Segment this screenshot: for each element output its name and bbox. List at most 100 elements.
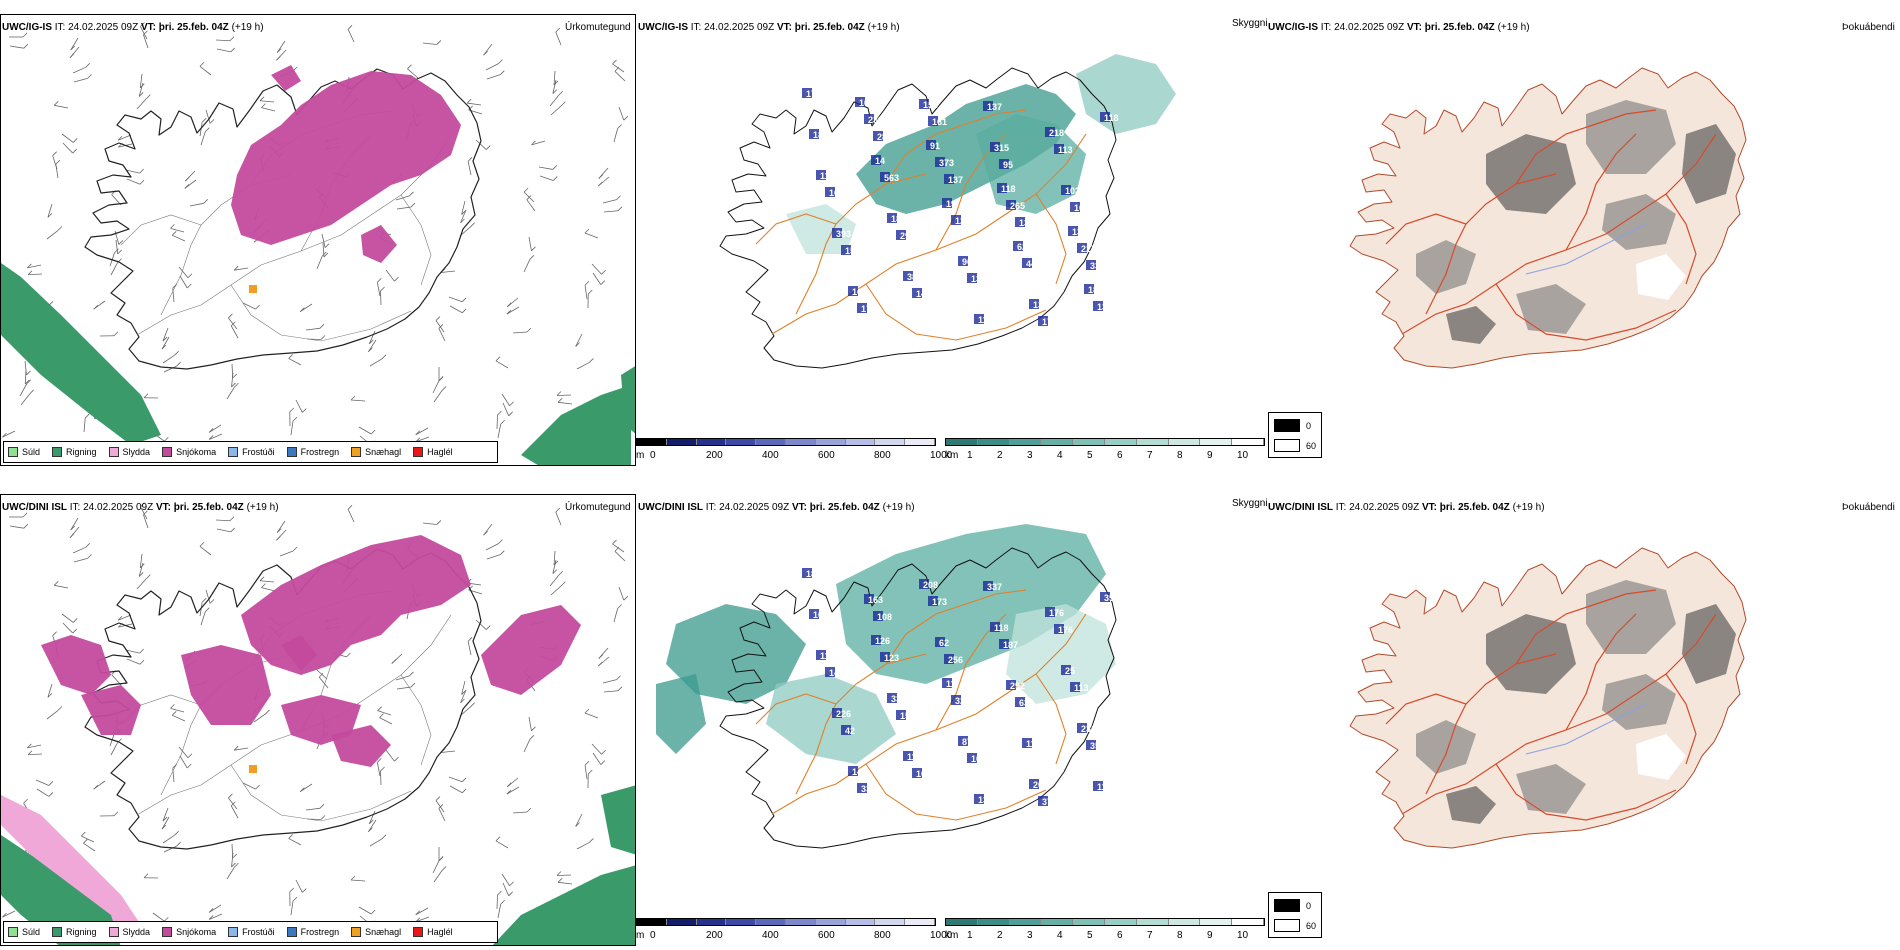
ceiling-tick: 1000 (930, 930, 953, 941)
visibility-tick: 9 (1207, 930, 1213, 941)
ceiling-label: 231 (1081, 724, 1096, 734)
ceiling-tick: 800 (874, 930, 891, 941)
title-fog-bottom: Þokuábendi (1842, 502, 1895, 513)
ceiling-tick: 600 (818, 450, 835, 461)
title-visibility-top: Skyggni (1232, 18, 1268, 29)
legend-item: Snæhagl (351, 927, 401, 937)
ceiling-label: 176 (1058, 625, 1073, 635)
precip-legend-bottom: Súld Rigning Slydda Snjókoma Frostúði Frostre… (3, 921, 498, 943)
legend-label: Haglél (427, 447, 453, 457)
visibility-tick: 2 (997, 930, 1003, 941)
ceiling-label: 137 (948, 175, 963, 185)
ceiling-label: 393 (836, 229, 851, 239)
header-bottom-right: UWC/DINI ISL IT: 24.02.2025 09Z VT: þri.… (1268, 502, 1545, 513)
ceiling-label: 138 (1072, 227, 1087, 237)
ceiling-label: 42 (845, 726, 855, 736)
ceiling-label: 292 (1010, 681, 1025, 691)
ceiling-label: 189 (813, 130, 828, 140)
ceiling-label: 208 (923, 580, 938, 590)
legend-item: Frostúði (228, 447, 275, 457)
ceiling-label: 163 (868, 595, 883, 605)
ceiling-label: 176 (861, 304, 876, 314)
ceiling-label: 265 (1010, 201, 1025, 211)
visibility-tick: 1 (967, 450, 973, 461)
ceiling-tick: 400 (762, 930, 779, 941)
fog-legend-bottom: 0 60 (1268, 892, 1322, 938)
ceiling-unit: m (636, 930, 645, 941)
legend-swatch (228, 447, 239, 457)
ceiling-label: 119 (820, 171, 835, 181)
ceiling-label: 372 (1042, 797, 1057, 807)
legend-swatch (228, 927, 239, 937)
ceiling-label: 293 (900, 231, 915, 241)
visibility-tick: 2 (997, 450, 1003, 461)
visibility-tick: 7 (1147, 930, 1153, 941)
legend-swatch (413, 927, 424, 937)
legend-swatch (162, 447, 173, 457)
ceiling-label: 373 (939, 158, 954, 168)
legend-swatch (286, 447, 297, 457)
ceiling-label: 186 (891, 214, 906, 224)
legend-label: Súld (22, 927, 41, 937)
ceiling-label: 10 (859, 98, 869, 108)
visibility-unit: km (945, 450, 959, 461)
ceiling-label: 218 (1049, 128, 1064, 138)
legend-label: Snæhagl (365, 927, 402, 937)
visibility-tick: 1 (967, 930, 973, 941)
visibility-tick: 3 (1027, 930, 1033, 941)
visibility-tick: 8 (1177, 450, 1183, 461)
header-bottom-left: UWC/DINI ISL IT: 24.02.2025 09Z VT: þri.… (2, 502, 279, 513)
ceiling-label: 446 (1026, 259, 1041, 269)
fog-white-swatch (1274, 919, 1300, 932)
legend-item: Rigning (52, 447, 97, 457)
precip-map-bottom (1, 502, 635, 945)
legend-swatch (8, 927, 18, 937)
legend-swatch (52, 927, 63, 937)
ceiling-colorbar-bottom: m 0 200 400 600 800 1000 (636, 918, 952, 942)
ceiling-label: 137 (987, 102, 1002, 112)
ceiling-label: 87 (962, 737, 972, 747)
visibility-tick: 6 (1117, 930, 1123, 941)
fog-map-bottom (1349, 547, 1747, 849)
fog-black-swatch (1274, 899, 1300, 912)
ceiling-label: 187 (1003, 640, 1018, 650)
ceiling-label: 315 (994, 143, 1009, 153)
ceiling-label: 633 (1019, 698, 1034, 708)
ceiling-label: 383 (907, 272, 922, 282)
visibility-colorbar-bottom: km 1 2 3 4 5 6 7 8 9 10 (945, 918, 1265, 942)
legend-item: Snæhagl (351, 447, 401, 457)
precip-type-panel-top: Súld Rigning Slydda Snjókoma Frostúði Frostre… (0, 14, 636, 466)
legend-label: Snjókoma (176, 447, 217, 457)
visibility-tick: 4 (1057, 450, 1063, 461)
ceiling-label: 351 (1090, 741, 1105, 751)
legend-item: Súld (8, 447, 40, 457)
ceiling-label: 146 (916, 289, 931, 299)
ceiling-label: 108 (877, 612, 892, 622)
ceiling-label: 145 (829, 668, 844, 678)
visibility-tick: 8 (1177, 930, 1183, 941)
ceiling-label: 186 (806, 569, 821, 579)
visibility-tick: 5 (1087, 450, 1093, 461)
ceiling-label: 157 (845, 246, 860, 256)
ceiling-label: 131 (1033, 300, 1048, 310)
ceiling-label: 173 (932, 597, 947, 607)
legend-swatch (413, 447, 424, 457)
ceiling-label: 130 (978, 795, 993, 805)
visibility-tick: 10 (1237, 930, 1249, 941)
ceiling-label: 39 (1104, 593, 1114, 603)
fog-white-swatch (1274, 439, 1300, 452)
ceiling-label: 62 (1017, 242, 1027, 252)
header-top-right: UWC/IG-IS IT: 24.02.2025 09Z VT: þri. 25… (1268, 22, 1530, 33)
precip-type-panel-bottom: Súld Rigning Slydda Snjókoma Frostúði Frostre… (0, 494, 636, 946)
ceiling-tick: 400 (762, 450, 779, 461)
title-visibility-bottom: Skyggni (1232, 498, 1268, 509)
visibility-map-bottom: 186 108 256 633 351 333 173 187 113 42 163 337 176 14… (656, 524, 1117, 849)
ceiling-label: 226 (836, 709, 851, 719)
ceiling-label: 102 (1065, 186, 1080, 196)
header-top-mid: UWC/IG-IS IT: 24.02.2025 09Z VT: þri. 25… (638, 22, 900, 33)
legend-item: Frostregn (286, 927, 339, 937)
ceiling-label: 91 (930, 141, 940, 151)
ceiling-label: 20 (1033, 780, 1043, 790)
visibility-tick: 6 (1117, 450, 1123, 461)
ceiling-tick: 200 (706, 930, 723, 941)
